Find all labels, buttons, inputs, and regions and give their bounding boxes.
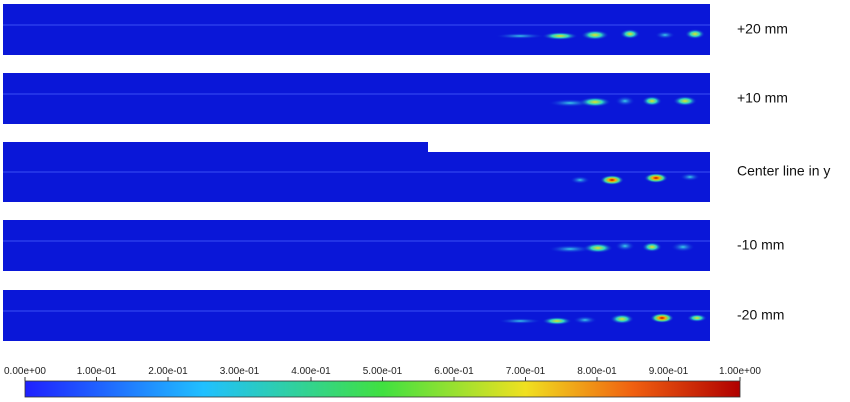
colorbar-tick-label: 5.00e-01	[363, 366, 403, 377]
panel-label: +10 mm	[737, 90, 788, 106]
hot-spot	[570, 176, 590, 184]
hot-spot	[620, 29, 640, 39]
hot-spot	[671, 242, 695, 252]
hot-spot	[644, 173, 668, 183]
hot-spot	[542, 32, 578, 40]
panel-label: -10 mm	[737, 237, 784, 253]
hot-spot	[542, 317, 572, 325]
colorbar-tick-label: 1.00e-01	[77, 366, 117, 377]
hot-spot	[642, 96, 662, 106]
contour-panel	[3, 4, 710, 55]
hot-spot	[600, 175, 624, 185]
hot-spot	[498, 318, 542, 324]
colorbar-tick-label: 6.00e-01	[434, 366, 474, 377]
hot-spot	[687, 314, 707, 322]
hot-spot	[581, 30, 609, 40]
hot-spot	[610, 314, 634, 324]
colorbar-tick-label: 0.00e+00	[4, 366, 46, 377]
panel-label: Center line in y	[737, 163, 830, 179]
colorbar-tick-label: 3.00e-01	[220, 366, 260, 377]
panel-label: -20 mm	[737, 307, 784, 323]
hot-spot	[673, 96, 697, 106]
colorbar-tick-label: 9.00e-01	[649, 366, 689, 377]
hot-spot	[548, 245, 592, 253]
hot-spot	[579, 97, 611, 107]
colorbar-tick-label: 2.00e-01	[148, 366, 188, 377]
hot-spot	[685, 29, 705, 39]
colorbar-gradient	[24, 380, 741, 398]
hot-spot	[615, 96, 635, 106]
contour-panel	[3, 290, 710, 341]
hot-spot	[573, 316, 597, 324]
hot-spot	[655, 31, 675, 39]
contour-panels: +20 mm +10 mm Center line in y -10 mm -20 mm	[3, 4, 830, 341]
colorbar-tick-label: 1.00e+00	[719, 366, 761, 377]
colorbar-tick-label: 4.00e-01	[291, 366, 331, 377]
colorbar-tick-label: 7.00e-01	[506, 366, 546, 377]
colorbar: 0.00e+00 1.00e-01 2.00e-01 3.00e-01 4.00e-01…	[4, 366, 761, 398]
hot-spot	[615, 241, 635, 251]
hot-spot	[642, 242, 662, 252]
colorbar-tick-label: 8.00e-01	[577, 366, 617, 377]
hot-spot	[650, 313, 674, 323]
hot-spot	[583, 243, 613, 253]
hot-spot	[680, 173, 700, 181]
hot-spot	[495, 33, 545, 39]
panel-label: +20 mm	[737, 21, 788, 37]
